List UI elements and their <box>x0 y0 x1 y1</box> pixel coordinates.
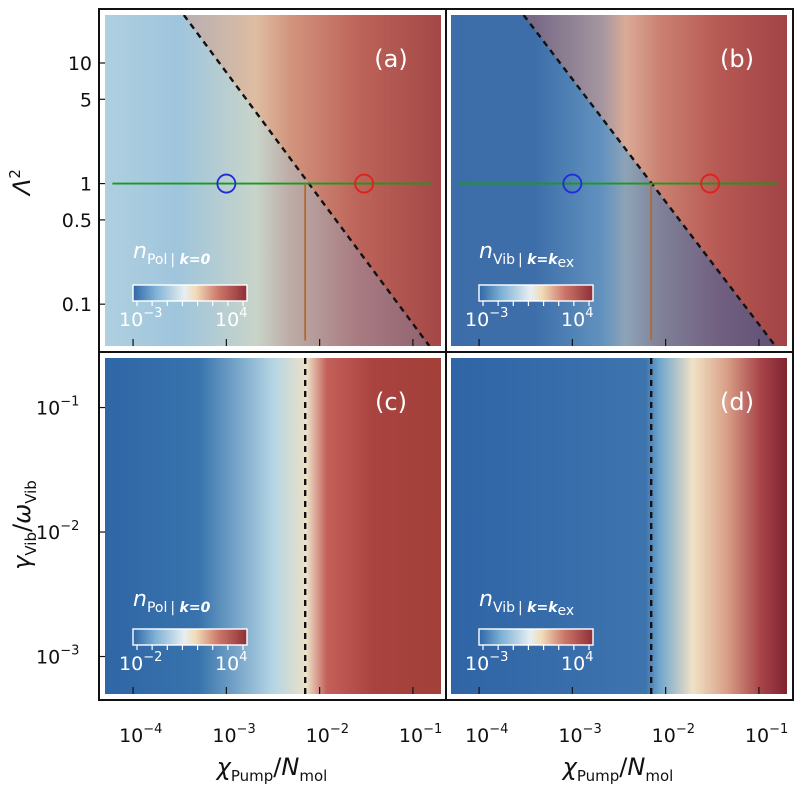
colorbar-a <box>132 284 248 302</box>
marker-low-pump-b <box>562 173 583 194</box>
marker-high-pump-a <box>354 173 375 194</box>
x-tick-label: 10−1 <box>745 722 788 747</box>
colorbar-d <box>478 628 594 646</box>
threshold-line-a <box>182 15 431 346</box>
marker-high-pump-b <box>700 173 721 194</box>
region-above-threshold-b <box>523 15 787 346</box>
colorbar-c <box>132 628 248 646</box>
region-below-threshold-a <box>105 15 430 346</box>
y-tick-label: 5 <box>80 89 92 111</box>
panel-label-c: (c) <box>375 388 407 416</box>
colorbar-max-label-c: 104 <box>215 650 247 675</box>
quantity-label-d: nVib | k=kex <box>479 587 574 619</box>
quantity-label-c: nPol | k=0 <box>133 587 211 616</box>
colorbar-min-label-c: 10−2 <box>119 650 162 675</box>
x-tick-label: 10−3 <box>212 722 255 747</box>
colorbar-max-label-b: 104 <box>561 306 593 331</box>
y-tick-label: 10−2 <box>36 519 79 544</box>
y-tick-label: 0.1 <box>62 294 92 316</box>
colorbar-max-label-a: 104 <box>215 306 247 331</box>
x-tick-label: 10−4 <box>119 722 162 747</box>
colorbar-min-label-a: 10−3 <box>119 306 162 331</box>
x-tick-label: 10−4 <box>465 722 508 747</box>
x-tick-label: 10−2 <box>652 722 695 747</box>
y-axis-title-top: Λ2 <box>6 169 36 197</box>
threshold-line-b <box>522 15 777 346</box>
x-axis-title-left: χPump/Nmol <box>215 753 328 785</box>
region-above-threshold-a <box>183 15 441 346</box>
panel-label-a: (a) <box>374 45 407 73</box>
x-tick-label: 10−3 <box>558 722 601 747</box>
y-tick-label: 10−1 <box>36 395 79 420</box>
quantity-label-a: nPol | k=0 <box>133 239 211 268</box>
x-tick-label: 10−2 <box>306 722 349 747</box>
panel-label-d: (d) <box>720 388 754 416</box>
colorbar-max-label-d: 104 <box>561 650 593 675</box>
y-tick-label: 10−3 <box>36 644 79 669</box>
colorbar-min-label-d: 10−3 <box>465 650 508 675</box>
quantity-label-b: nVib | k=kex <box>479 239 574 271</box>
y-tick-label: 0.5 <box>62 210 92 232</box>
marker-low-pump-a <box>216 173 237 194</box>
y-axis-title-bottom: γVib/ωVib <box>8 480 40 570</box>
y-tick-label: 1 <box>80 174 92 196</box>
colorbar-min-label-b: 10−3 <box>465 306 508 331</box>
panel-label-b: (b) <box>720 45 754 73</box>
x-axis-title-right: χPump/Nmol <box>561 753 674 785</box>
y-tick-label: 10 <box>68 53 92 75</box>
x-tick-label: 10−1 <box>399 722 442 747</box>
colorbar-b <box>478 284 594 302</box>
region-below-threshold-b <box>451 15 776 346</box>
